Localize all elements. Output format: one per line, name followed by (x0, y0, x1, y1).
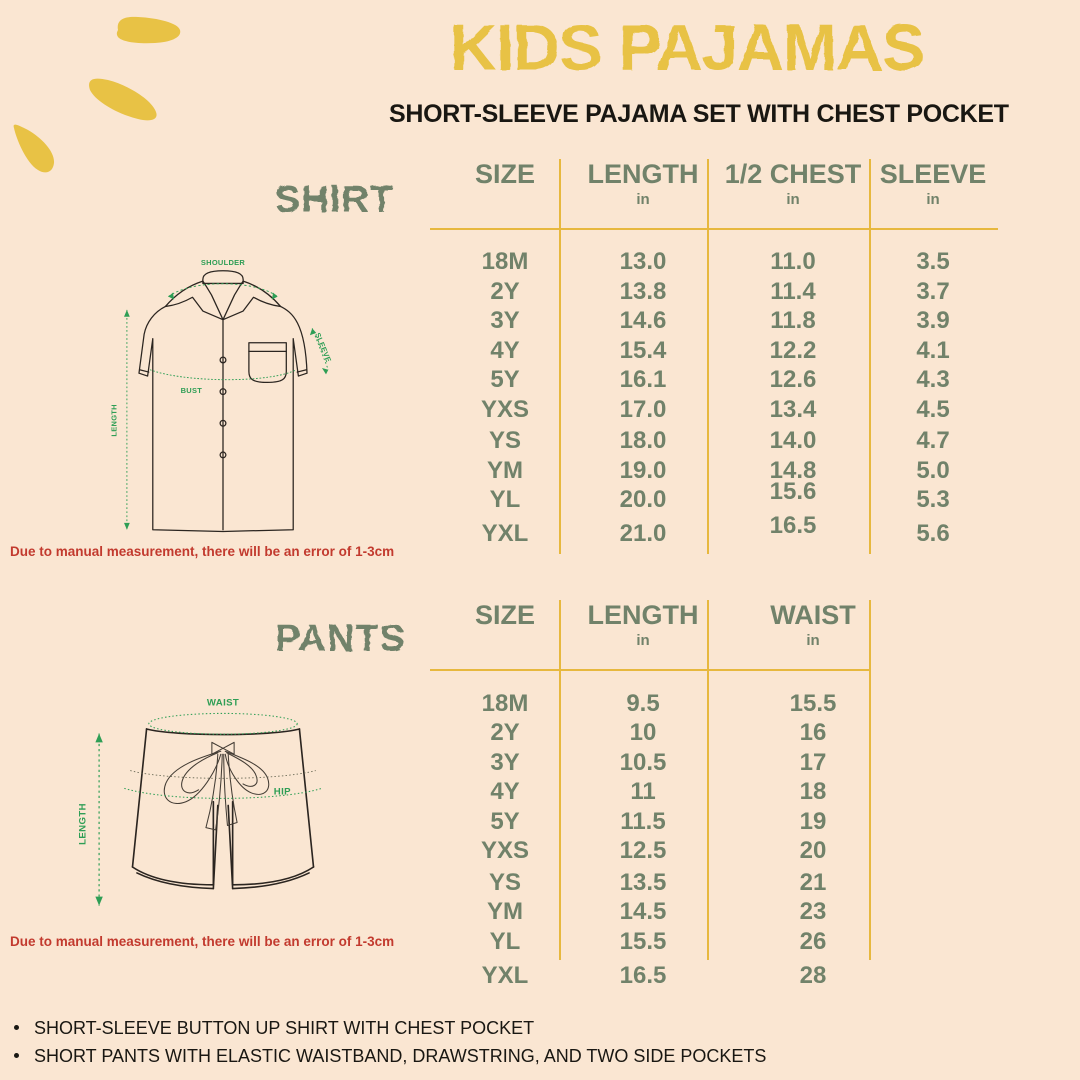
svg-text:SHIRT: SHIRT (275, 179, 394, 221)
svg-text:SHOULDER: SHOULDER (201, 258, 246, 267)
svg-text:PANTS: PANTS (275, 618, 406, 660)
svg-text:WAIST: WAIST (207, 697, 239, 708)
svg-text:KIDS PAJAMAS: KIDS PAJAMAS (450, 11, 924, 84)
svg-text:HIP: HIP (274, 786, 291, 797)
svg-text:LENGTH: LENGTH (78, 803, 89, 845)
svg-text:LENGTH: LENGTH (110, 404, 119, 436)
svg-text:BUST: BUST (181, 386, 203, 395)
svg-text:SLEEVE: SLEEVE (313, 331, 333, 363)
